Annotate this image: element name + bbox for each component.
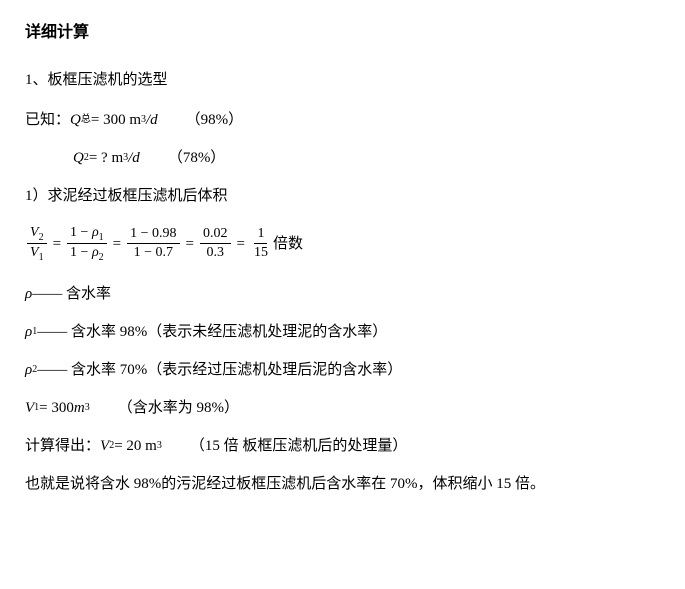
q2-pct: （78%） [168, 146, 226, 170]
frac5-num: 1 [254, 225, 267, 244]
q-total-expr: = 300 m [91, 108, 141, 132]
times-label: 倍数 [273, 232, 303, 256]
q2-unit: /d [128, 146, 140, 170]
fraction-equation: V2 V1 = 1 − ρ1 1 − ρ2 = 1 − 0.98 1 − 0.7… [25, 224, 660, 265]
def-v1: V1 = 300 m3 （含水率为 98%） [25, 396, 660, 420]
rho-label: —— 含水率 [32, 282, 111, 306]
q-total-sub: 总 [81, 112, 91, 128]
v1-symbol: V [25, 396, 34, 420]
frac1-num-v: V [30, 225, 39, 240]
def-rho: ρ —— 含水率 [25, 282, 660, 306]
rho1-symbol: ρ [25, 320, 32, 344]
q2-var: Q [73, 146, 84, 170]
frac2-den-rho: ρ [92, 245, 99, 260]
v1-expr: = 300 [39, 396, 74, 420]
frac-rho: 1 − ρ1 1 − ρ2 [67, 224, 107, 265]
def-rho1: ρ1 —— 含水率 98%（表示未经压滤机处理泥的含水率） [25, 320, 660, 344]
q2-expr: = ? m [89, 146, 123, 170]
sub1-heading: 1）求泥经过板框压滤机后体积 [25, 184, 660, 208]
frac2-num-rho: ρ [92, 225, 99, 240]
section-1-heading: 1、板框压滤机的选型 [25, 68, 660, 92]
def-rho2: ρ2 —— 含水率 70%（表示经过压滤机处理后泥的含水率） [25, 358, 660, 382]
frac2-num-a: 1 − [70, 225, 92, 240]
q-total-var: Q [70, 108, 81, 132]
given-line-2: Q2 = ? m3/d （78%） [73, 146, 660, 170]
frac-result: 1 15 [251, 225, 271, 262]
v1-unit: m [74, 396, 85, 420]
v1-note: （含水率为 98%） [118, 396, 239, 420]
eq2: = [113, 232, 121, 256]
page-title: 详细计算 [25, 20, 660, 46]
frac3-den: 1 − 0.7 [131, 244, 176, 262]
result-line: 计算得出： V2 = 20 m3 （15 倍 板框压滤机后的处理量） [25, 434, 660, 458]
frac2-num-sub: 1 [99, 231, 104, 242]
rho2-symbol: ρ [25, 358, 32, 382]
frac1-num-sub: 2 [39, 231, 44, 242]
v2-unit-sup: 3 [157, 438, 162, 454]
conclusion: 也就是说将含水 98%的污泥经过板框压滤机后含水率在 70%，体积缩小 15 倍… [25, 472, 660, 496]
v1-unit-sup: 3 [85, 400, 90, 416]
frac-vals1: 1 − 0.98 1 − 0.7 [127, 225, 179, 262]
result-prefix: 计算得出： [25, 434, 100, 458]
given-label: 已知： [25, 108, 70, 132]
eq4: = [237, 232, 245, 256]
rho2-label: —— 含水率 70%（表示经过压滤机处理后泥的含水率） [37, 358, 402, 382]
frac-vals2: 0.02 0.3 [200, 225, 231, 262]
given-line-1: 已知： Q总 = 300 m3/d （98%） [25, 108, 660, 132]
frac5-den: 15 [251, 244, 271, 262]
frac1-den-v: V [30, 245, 39, 260]
v2-symbol: V [100, 434, 109, 458]
v2-note: （15 倍 板框压滤机后的处理量） [190, 434, 408, 458]
frac-v2-v1: V2 V1 [27, 224, 47, 265]
frac1-den-sub: 1 [39, 252, 44, 263]
frac4-num: 0.02 [200, 225, 231, 244]
frac2-den-sub: 2 [99, 252, 104, 263]
frac4-den: 0.3 [204, 244, 228, 262]
q-total-unit: /d [146, 108, 158, 132]
q-total-pct: （98%） [186, 108, 244, 132]
v2-expr: = 20 m [114, 434, 157, 458]
rho1-label: —— 含水率 98%（表示未经压滤机处理泥的含水率） [37, 320, 387, 344]
eq3: = [186, 232, 194, 256]
frac2-den-a: 1 − [70, 245, 92, 260]
frac3-num: 1 − 0.98 [127, 225, 179, 244]
eq1: = [53, 232, 61, 256]
